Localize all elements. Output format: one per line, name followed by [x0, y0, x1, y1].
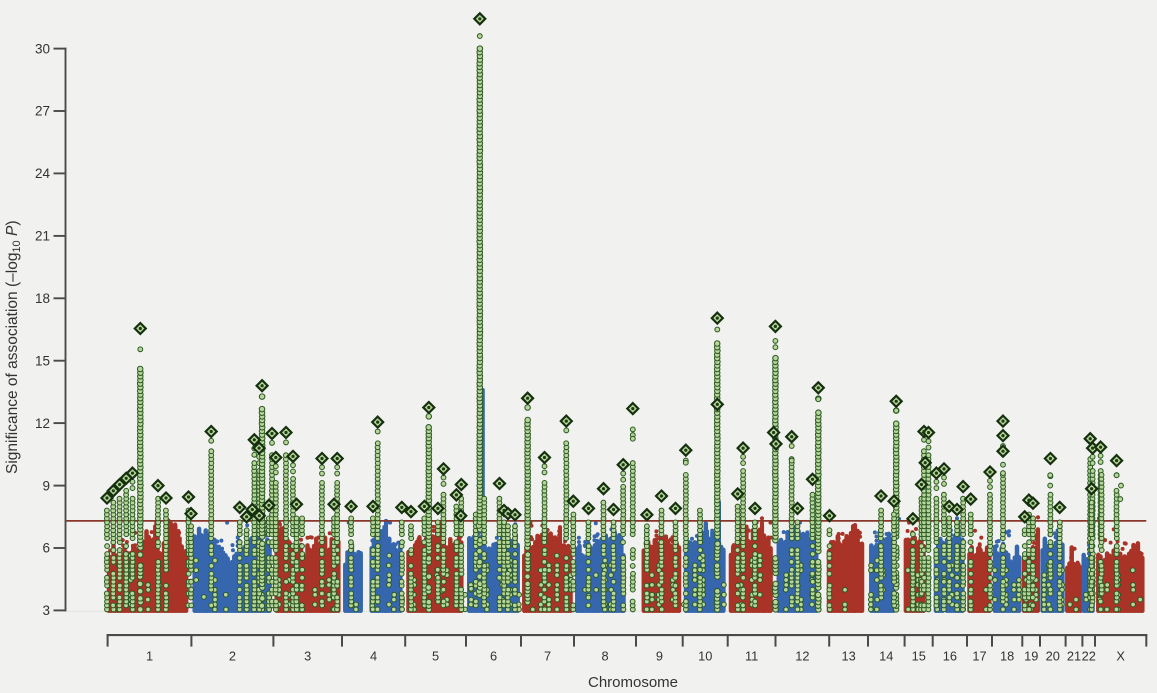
svg-text:15: 15 — [35, 353, 50, 368]
svg-text:12: 12 — [795, 649, 809, 664]
svg-text:9: 9 — [656, 649, 663, 664]
svg-text:22: 22 — [1082, 649, 1096, 664]
svg-text:3: 3 — [42, 603, 50, 618]
svg-text:21: 21 — [1067, 649, 1081, 664]
svg-text:18: 18 — [1000, 649, 1014, 664]
svg-text:18: 18 — [35, 291, 50, 306]
svg-text:4: 4 — [370, 649, 377, 664]
svg-text:30: 30 — [35, 41, 50, 56]
svg-text:10: 10 — [698, 649, 712, 664]
svg-text:X: X — [1116, 649, 1125, 664]
svg-text:11: 11 — [745, 649, 758, 664]
svg-text:27: 27 — [35, 104, 50, 119]
svg-text:Chromosome: Chromosome — [588, 674, 678, 691]
svg-text:2: 2 — [229, 649, 236, 664]
svg-text:Significance of association (–: Significance of association (–log10 P) — [4, 220, 23, 474]
svg-text:21: 21 — [35, 229, 50, 244]
svg-text:8: 8 — [601, 649, 608, 664]
svg-text:17: 17 — [972, 649, 986, 664]
svg-text:7: 7 — [544, 649, 551, 664]
svg-text:3: 3 — [304, 649, 311, 664]
svg-text:6: 6 — [42, 541, 50, 556]
svg-text:24: 24 — [35, 166, 51, 181]
svg-text:13: 13 — [841, 649, 855, 664]
svg-text:15: 15 — [912, 649, 926, 664]
svg-text:9: 9 — [42, 478, 50, 493]
svg-text:5: 5 — [432, 649, 439, 664]
svg-text:20: 20 — [1046, 649, 1060, 664]
svg-text:19: 19 — [1024, 649, 1038, 664]
svg-text:14: 14 — [879, 649, 893, 664]
svg-text:12: 12 — [35, 416, 50, 431]
svg-text:1: 1 — [146, 649, 153, 664]
svg-text:6: 6 — [490, 649, 497, 664]
svg-text:16: 16 — [943, 649, 957, 664]
